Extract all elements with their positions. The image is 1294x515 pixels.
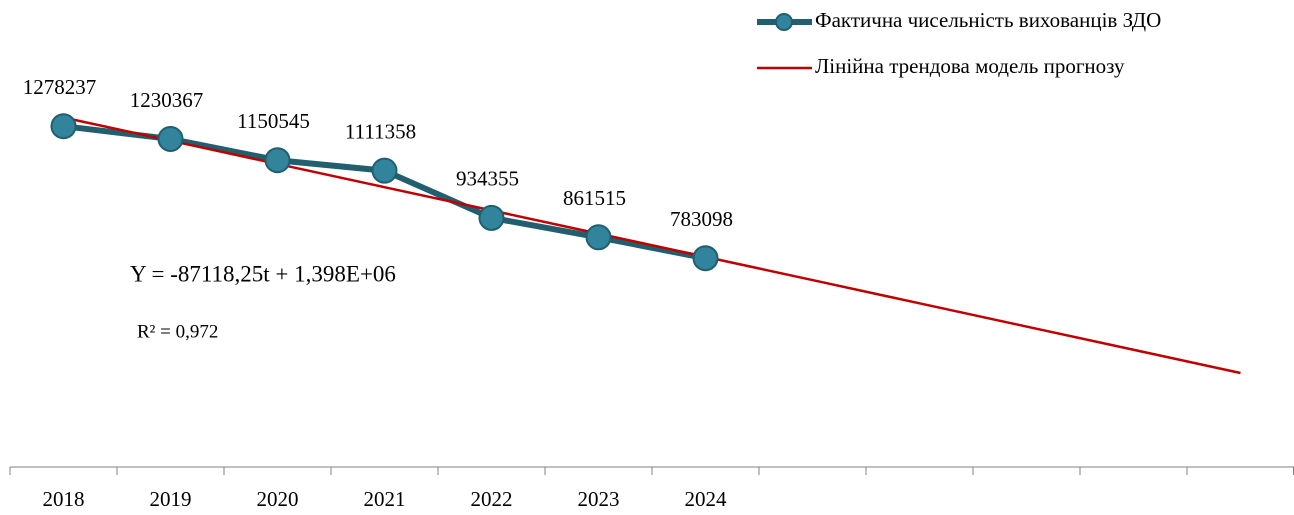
legend-marker bbox=[775, 13, 793, 31]
data-label: 1111358 bbox=[345, 119, 416, 143]
x-tick-label: 2020 bbox=[257, 487, 299, 511]
data-point bbox=[264, 147, 291, 174]
data-label: 783098 bbox=[670, 207, 733, 231]
data-point bbox=[478, 204, 505, 231]
data-label: 861515 bbox=[563, 186, 626, 210]
data-point bbox=[50, 113, 77, 140]
x-tick-label: 2022 bbox=[471, 487, 513, 511]
data-point bbox=[692, 245, 719, 272]
trend-line bbox=[63, 116, 1241, 375]
legend-label: Лінійна трендова модель прогнозу bbox=[815, 54, 1125, 78]
data-point bbox=[157, 125, 184, 152]
r-squared: R² = 0,972 bbox=[137, 321, 218, 342]
data-label: 934355 bbox=[456, 167, 519, 191]
data-label: 1230367 bbox=[130, 88, 204, 112]
x-tick-label: 2019 bbox=[150, 487, 192, 511]
data-point bbox=[585, 224, 612, 251]
data-label: 1278237 bbox=[23, 75, 97, 99]
x-tick-label: 2021 bbox=[364, 487, 406, 511]
trend-equation: Y = -87118,25t + 1,398E+06 bbox=[130, 261, 396, 286]
x-tick-label: 2024 bbox=[685, 487, 728, 511]
data-point bbox=[371, 157, 398, 184]
x-tick-label: 2023 bbox=[578, 487, 620, 511]
data-label: 1150545 bbox=[237, 109, 310, 133]
x-tick-label: 2018 bbox=[43, 487, 85, 511]
legend-label: Фактична чисельність вихованців ЗДО bbox=[815, 8, 1161, 32]
